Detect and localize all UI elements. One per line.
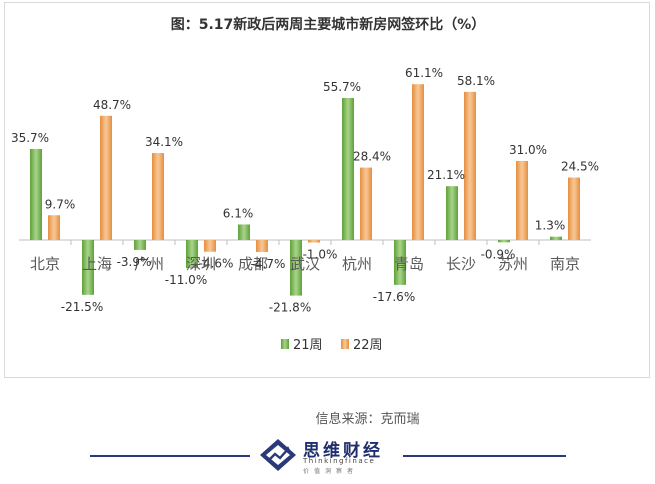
- bar-22: [256, 240, 268, 252]
- data-label-22: 9.7%: [45, 197, 76, 211]
- bar-21: [238, 224, 250, 240]
- data-label-21: -17.6%: [373, 290, 415, 304]
- x-tick-label: 北京: [30, 255, 60, 273]
- bar-22: [568, 177, 580, 240]
- data-label-21: -21.5%: [61, 300, 103, 314]
- bar-21: [82, 240, 94, 295]
- source-note: 信息来源：克而瑞: [315, 412, 420, 427]
- chart-panel: 图：5.17新政后两周主要城市新房网签环比（%） 北京 35.7% 9.7% 上海 -21…: [4, 2, 650, 378]
- legend-label-21: 21周: [293, 338, 323, 353]
- bar-chart: 图：5.17新政后两周主要城市新房网签环比（%） 北京 35.7% 9.7% 上海 -21…: [11, 16, 599, 353]
- data-label-22: 48.7%: [93, 98, 131, 112]
- data-label-22: 34.1%: [145, 135, 183, 149]
- footer-divider-left: [90, 455, 250, 457]
- x-tick-label: 长沙: [446, 255, 476, 273]
- bar-21: [498, 240, 510, 243]
- data-label-21: -21.8%: [269, 301, 311, 315]
- data-label-22: -4.6%: [199, 257, 234, 271]
- bar-22: [100, 115, 112, 240]
- x-tick-label: 上海: [82, 255, 112, 273]
- bar-21: [186, 240, 198, 269]
- bar-21: [446, 186, 458, 240]
- data-label-21: 21.1%: [427, 168, 465, 182]
- bar-22: [360, 167, 372, 240]
- x-tick-label: 杭州: [342, 255, 372, 273]
- data-label-22: 58.1%: [457, 74, 495, 88]
- bar-22: [464, 91, 476, 240]
- bar-22: [516, 160, 528, 240]
- data-label-21: 35.7%: [11, 131, 49, 145]
- data-label-22: 28.4%: [353, 150, 391, 164]
- bar-21: [134, 240, 146, 250]
- bar-21: [394, 240, 406, 285]
- x-tick-label: 成都: [238, 255, 268, 273]
- brand-tagline: 价值洞察者: [303, 468, 359, 475]
- data-label-21: -11.0%: [165, 273, 207, 287]
- data-label-21: -0.9%: [481, 247, 516, 261]
- brand-block: 思维财经 Thinkingfinace 价值洞察者: [255, 436, 400, 476]
- data-label-21: 6.1%: [223, 206, 254, 220]
- brand-english: Thinkingfinace: [303, 457, 376, 465]
- legend-swatch-22: [341, 339, 349, 349]
- data-label-22: -1.0%: [303, 248, 338, 262]
- x-tick-label: 广州: [134, 255, 164, 273]
- brand-logo-icon: [260, 439, 296, 471]
- chart-title: 图：5.17新政后两周主要城市新房网签环比（%）: [171, 16, 486, 33]
- x-tick-label: 南京: [550, 255, 580, 273]
- bar-22: [204, 240, 216, 252]
- bar-21: [342, 97, 354, 240]
- bar-22: [412, 84, 424, 240]
- data-label-22: 24.5%: [561, 160, 599, 174]
- data-label-22: -4.7%: [251, 257, 286, 271]
- bar-21: [290, 240, 302, 296]
- legend-label-22: 22周: [353, 338, 383, 353]
- data-label-22: 31.0%: [509, 143, 547, 157]
- bar-22: [48, 215, 60, 240]
- data-label-21: 1.3%: [535, 219, 566, 233]
- x-tick-label: 深圳: [186, 255, 216, 273]
- legend-swatch-21: [281, 339, 289, 349]
- brand-name: 思维财经: [303, 441, 383, 461]
- x-tick-label: 苏州: [498, 255, 528, 273]
- bar-22: [152, 153, 164, 240]
- data-label-21: -3.9%: [117, 255, 152, 269]
- x-tick-label: 武汉: [290, 255, 320, 273]
- x-tick-label: 青岛: [394, 255, 424, 273]
- bar-21: [550, 236, 562, 240]
- footer-divider-right: [403, 455, 566, 457]
- data-label-21: 55.7%: [323, 80, 361, 94]
- bar-21: [30, 148, 42, 240]
- bar-22: [308, 240, 320, 243]
- data-label-22: 61.1%: [405, 66, 443, 80]
